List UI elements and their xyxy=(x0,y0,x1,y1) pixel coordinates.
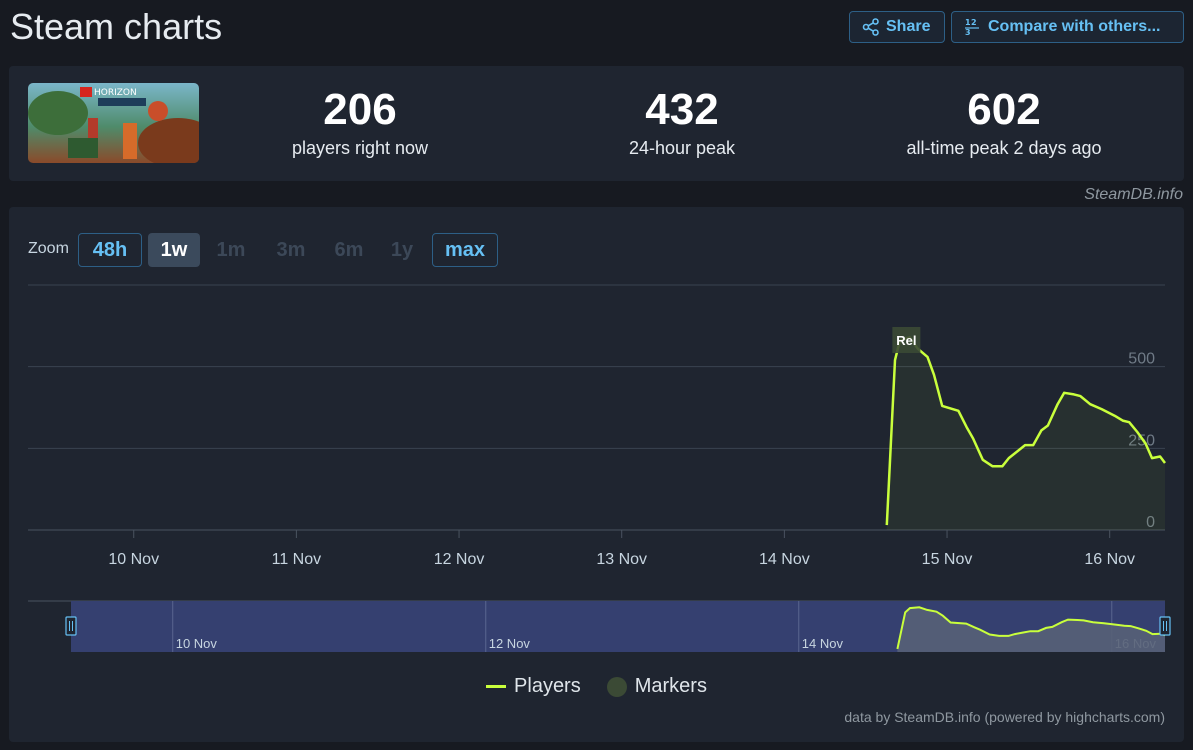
game-art-image: HORIZON xyxy=(28,83,199,163)
x-tick-label: 11 Nov xyxy=(272,551,322,568)
y-tick-label: 250 xyxy=(1128,432,1155,449)
x-tick-label: 15 Nov xyxy=(922,551,973,568)
players-line-swatch xyxy=(486,685,507,688)
x-tick-label: 12 Nov xyxy=(434,551,485,568)
y-tick-label: 500 xyxy=(1128,351,1155,368)
markers-dot-swatch xyxy=(606,676,627,697)
zoom-1w-button[interactable]: 1w xyxy=(148,233,200,267)
zoom-label: Zoom xyxy=(28,240,69,257)
players-series-area xyxy=(886,337,1165,530)
numbers-icon: 1 2 3 xyxy=(965,18,979,37)
game-thumbnail[interactable]: HORIZON xyxy=(28,83,199,163)
alltime-peak-value: 602 xyxy=(967,85,1041,134)
share-button[interactable]: Share xyxy=(849,11,945,43)
share-icon xyxy=(862,18,879,36)
chart-panel: Zoom 48h 1w 1m 3m 6m 1y max 0 250 500 10 No… xyxy=(9,207,1184,742)
zoom-1m-button: 1m xyxy=(216,238,246,261)
svg-text:2: 2 xyxy=(971,18,977,27)
compare-button[interactable]: 1 2 3 Compare with others... xyxy=(951,11,1184,43)
x-tick-label: 10 Nov xyxy=(108,551,159,568)
navigator-label: 10 Nov xyxy=(176,636,218,651)
navigator-label: 12 Nov xyxy=(489,636,531,651)
legend-players[interactable]: Players xyxy=(486,675,581,698)
peak-24h-label: 24-hour peak xyxy=(628,138,736,158)
release-marker-flag xyxy=(892,327,921,353)
navigator-series-area xyxy=(897,607,1165,652)
zoom-48h-button[interactable]: 48h xyxy=(78,233,142,267)
x-tick-label: 16 Nov xyxy=(1084,551,1135,568)
y-tick-label: 0 xyxy=(1146,514,1155,531)
zoom-3m-button: 3m xyxy=(276,238,306,261)
zoom-6m-button: 6m xyxy=(334,238,364,261)
thumb-logo-text: HORIZON xyxy=(94,88,137,98)
legend-players-label: Players xyxy=(514,675,581,697)
stat-current-players: 206 players right now xyxy=(210,86,510,159)
current-players-label: players right now xyxy=(291,138,429,158)
stat-alltime-peak: 602 all-time peak 2 days ago xyxy=(854,86,1154,159)
current-players-value: 206 xyxy=(323,85,397,134)
zoom-max-button[interactable]: max xyxy=(432,233,498,267)
x-tick-label: 14 Nov xyxy=(759,551,810,568)
legend-markers-label: Markers xyxy=(634,675,707,697)
source-note[interactable]: SteamDB.info xyxy=(1084,186,1183,203)
player-chart[interactable]: 0 250 500 10 Nov 11 Nov 12 Nov 13 Nov 14 Nov 15 … xyxy=(9,207,1184,672)
page-title: Steam charts xyxy=(10,6,223,47)
chart-legend: Players Markers xyxy=(9,675,1184,698)
navigator-left-handle[interactable] xyxy=(65,616,77,636)
x-tick-label: 13 Nov xyxy=(596,551,647,568)
compare-label: Compare with others... xyxy=(988,18,1161,35)
share-label: Share xyxy=(886,18,931,35)
navigator-right-handle[interactable] xyxy=(1159,616,1171,636)
alltime-peak-label: all-time peak 2 days ago xyxy=(906,138,1102,158)
players-series-line xyxy=(885,336,1166,526)
legend-markers[interactable]: Markers xyxy=(606,675,707,698)
stat-24h-peak: 432 24-hour peak xyxy=(532,86,832,159)
release-marker-label: Rel xyxy=(896,333,916,348)
navigator-series-line xyxy=(896,606,1166,650)
svg-text:1: 1 xyxy=(965,18,971,27)
navigator-label: 14 Nov xyxy=(802,636,844,651)
peak-24h-value: 432 xyxy=(645,85,719,134)
stats-panel: HORIZON 206 players right now 432 24-hou… xyxy=(9,66,1184,181)
chart-credits[interactable]: data by SteamDB.info (powered by highcha… xyxy=(844,709,1165,725)
zoom-1y-button: 1y xyxy=(390,238,414,261)
svg-text:3: 3 xyxy=(965,28,971,37)
